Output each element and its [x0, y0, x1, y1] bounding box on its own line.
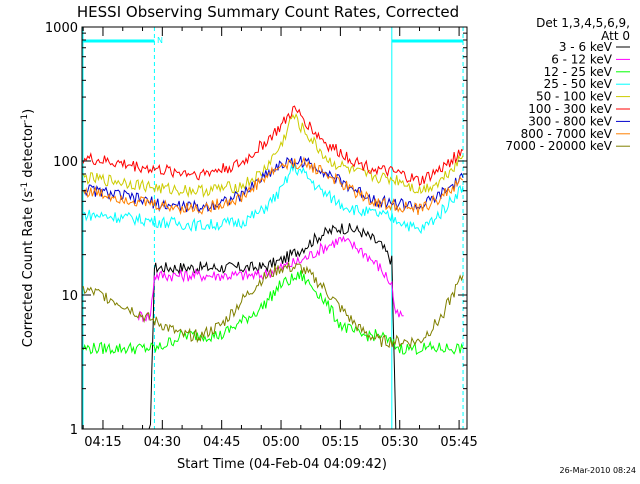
series-line-3 [82, 270, 464, 356]
x-tick-label-5: 05:15 [322, 435, 359, 450]
y-tick-label-3: 100 [53, 155, 78, 170]
series-line-4 [82, 163, 464, 235]
y-tick-label-1: 1 [70, 423, 78, 438]
y-axis-label-sup2: -1 [20, 114, 30, 123]
legend-label-4: 25 - 50 keV [544, 77, 613, 91]
y-axis-label-sup1: -1 [20, 182, 30, 191]
y-axis-label-mid: detector [21, 122, 36, 182]
y-tick-label-2: 10 [61, 289, 78, 304]
y-tick-label-4: 1000 [45, 21, 78, 36]
x-tick-label-1: 04:15 [84, 435, 121, 450]
legend-header: Det 1,3,4,5,6,9, Att 0 [536, 16, 630, 43]
legend-label-5: 50 - 100 keV [536, 90, 613, 104]
x-tick-label-7: 05:45 [440, 435, 477, 450]
night-marker: N [157, 36, 163, 45]
x-tick-label-3: 04:45 [203, 435, 240, 450]
series-line-7 [82, 156, 464, 214]
y-axis-label-main: Corrected Count Rate (s [21, 191, 36, 348]
legend-label-6: 100 - 300 keV [528, 102, 612, 116]
series-line-1 [83, 223, 463, 430]
legend-label-2: 6 - 12 keV [551, 52, 613, 66]
series-line-9 [82, 262, 464, 349]
series-line-6 [82, 105, 464, 187]
series-line-2 [138, 235, 404, 323]
legend-header-line-1: Det 1,3,4,5,6,9, [536, 16, 630, 30]
legend-label-7: 300 - 800 keV [528, 114, 612, 128]
legend-label-1: 3 - 6 keV [559, 40, 613, 54]
legend-header-line-2: Att 0 [601, 29, 630, 43]
x-tick-label-2: 04:30 [144, 435, 181, 450]
plot-frame [81, 26, 468, 430]
y-axis-label-end: ) [21, 109, 36, 114]
series-line-8 [82, 156, 464, 216]
x-axis-label: Start Time (04-Feb-04 04:09:42) [177, 457, 387, 472]
y-axis-label: Corrected Count Rate (s-1 detector-1) [20, 109, 36, 347]
legend-label-8: 800 - 7000 keV [521, 127, 613, 141]
x-tick-label-6: 05:30 [381, 435, 418, 450]
chart-title: HESSI Observing Summary Count Rates, Cor… [77, 3, 459, 21]
timestamp: 26-Mar-2010 08:24 [560, 466, 637, 475]
legend-label-9: 7000 - 20000 keV [505, 139, 612, 153]
x-tick-label-4: 05:00 [262, 435, 299, 450]
series-line-5 [82, 113, 464, 199]
legend-label-3: 12 - 25 keV [544, 65, 613, 79]
